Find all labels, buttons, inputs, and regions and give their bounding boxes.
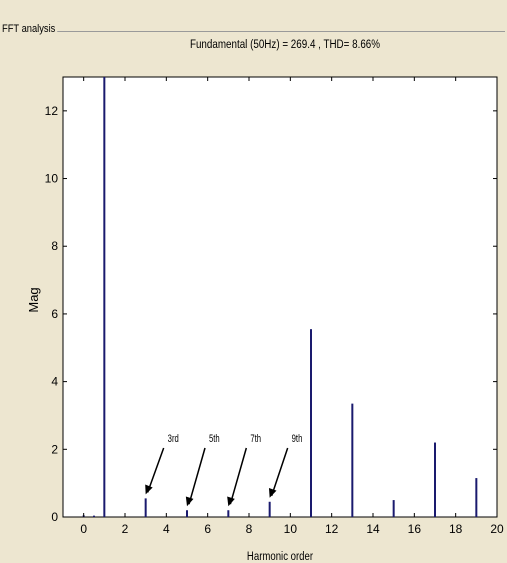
y-tick-label: 2 [51, 442, 58, 456]
x-tick-label: 0 [80, 522, 87, 536]
annotations-group: 3rd 5th 7th 9th [145, 433, 303, 507]
bar [310, 329, 312, 517]
annotation-label: 5th [209, 433, 220, 446]
annotation-arrow-line [229, 447, 248, 505]
bar [103, 77, 106, 517]
x-tick-label: 6 [204, 522, 211, 536]
annotation-label: 9th [292, 433, 303, 446]
annotation-arrow-line [270, 447, 289, 497]
bar [268, 501, 271, 517]
y-tick-label: 12 [45, 104, 59, 118]
bar [227, 510, 230, 517]
group-box-title: FFT analysis [2, 23, 58, 35]
bar [186, 510, 188, 517]
plot-area [62, 76, 498, 518]
x-tick-label: 4 [163, 522, 170, 536]
bar [434, 442, 436, 517]
x-tick-label: 10 [284, 522, 298, 536]
y-tick-label: 4 [51, 375, 58, 389]
y-tick-label: 0 [51, 510, 58, 524]
annotation-arrow-head [145, 484, 153, 495]
bar [351, 403, 354, 517]
annotation-arrow-head [268, 487, 277, 498]
annotation-arrow-head [227, 496, 235, 507]
bar [392, 500, 395, 517]
x-tick-label: 2 [122, 522, 129, 536]
annotation-arrow-line [146, 447, 165, 493]
x-tick-label: 16 [408, 522, 422, 536]
annotation-label: 7th [250, 433, 261, 446]
chart-title: Fundamental (50Hz) = 269.4 , THD= 8.66% [190, 38, 380, 51]
x-axis-ticks: 0 2 4 6 8 10 12 14 16 18 20 [80, 77, 504, 536]
annotation-arrow-head [185, 496, 194, 507]
bar [475, 478, 478, 517]
y-tick-label: 6 [51, 307, 58, 321]
x-tick-label: 12 [325, 522, 339, 536]
x-tick-label: 20 [490, 522, 504, 536]
y-axis-ticks: 0 2 4 6 8 10 12 [45, 104, 497, 524]
x-tick-label: 14 [366, 522, 380, 536]
x-tick-label: 18 [449, 522, 463, 536]
bar [144, 498, 147, 517]
y-tick-label: 8 [51, 239, 58, 253]
group-box-border [56, 31, 505, 32]
x-axis-label: Harmonic order [247, 550, 313, 563]
y-tick-label: 10 [45, 172, 59, 186]
annotation-arrow-line [188, 447, 206, 505]
y-axis-label: Mag [26, 287, 41, 312]
bar [93, 515, 95, 517]
bars-group [82, 77, 478, 517]
annotation-label: 3rd [168, 433, 179, 446]
x-tick-label: 8 [246, 522, 253, 536]
